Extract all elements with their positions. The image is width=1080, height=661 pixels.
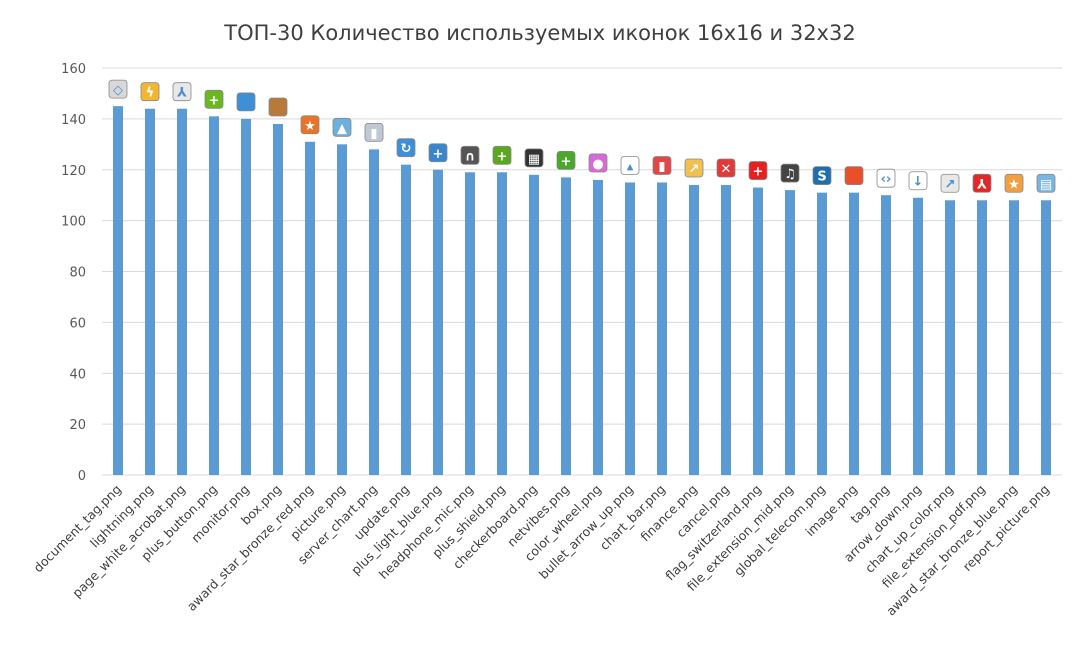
picture-icon: ▲ — [332, 117, 352, 137]
svg-text:▮: ▮ — [370, 126, 377, 141]
svg-text:▲: ▲ — [337, 121, 347, 136]
lightning-icon: ϟ — [140, 82, 160, 102]
checkerboard-icon: ▦ — [524, 148, 544, 168]
tag-code-icon: ‹› — [876, 168, 896, 188]
bar — [1009, 200, 1019, 475]
plus-shield-icon: + — [492, 145, 512, 165]
svg-text:▮: ▮ — [658, 159, 665, 174]
svg-text:+: + — [209, 93, 220, 108]
netvibes-icon: + — [556, 150, 576, 170]
y-tick-label: 40 — [69, 367, 86, 382]
report-picture-icon: ▤ — [1036, 173, 1056, 193]
arrow-down-icon: ↓ — [908, 171, 928, 191]
svg-text:▴: ▴ — [627, 159, 634, 174]
y-tick-label: 80 — [69, 266, 86, 281]
award-star-red-icon: ★ — [300, 115, 320, 135]
bar — [881, 195, 891, 475]
image-icon — [844, 166, 864, 186]
pdf-page-icon: ⅄ — [172, 82, 192, 102]
bar — [785, 190, 795, 475]
svg-text:★: ★ — [304, 119, 316, 134]
headphone-mic-icon: ∩ — [460, 145, 480, 165]
finance-icon: ↗ — [684, 158, 704, 178]
award-star-blue-icon: ★ — [1004, 173, 1024, 193]
bar — [273, 123, 283, 476]
svg-text:S: S — [817, 170, 826, 185]
chart-bar-icon: ▮ — [652, 156, 672, 175]
bar — [465, 172, 475, 475]
y-tick-label: 140 — [61, 113, 86, 128]
svg-text:∩: ∩ — [465, 149, 476, 164]
cancel-icon: ✕ — [716, 158, 736, 178]
bar — [657, 182, 667, 475]
y-tick-label: 100 — [61, 215, 86, 230]
bar — [113, 106, 123, 475]
bar — [625, 182, 635, 475]
svg-text:◇: ◇ — [113, 83, 123, 98]
svg-text:▦: ▦ — [528, 152, 540, 167]
svg-text:‹›: ‹› — [881, 172, 892, 187]
bar — [689, 185, 699, 475]
bar — [561, 177, 571, 475]
bar — [337, 144, 347, 475]
svg-text:✕: ✕ — [721, 162, 732, 177]
svg-text:ϟ: ϟ — [146, 86, 155, 101]
update-icon: ↻ — [396, 138, 416, 158]
bar — [913, 197, 923, 475]
svg-text:⅄: ⅄ — [177, 86, 187, 101]
svg-text:↓: ↓ — [913, 175, 924, 190]
bar — [849, 192, 859, 476]
svg-text:+: + — [497, 149, 508, 164]
pdf-file-icon: ⅄ — [972, 173, 992, 193]
y-tick-label: 20 — [69, 418, 86, 433]
y-tick-label: 120 — [61, 164, 86, 179]
bar — [209, 116, 219, 476]
bar — [721, 185, 731, 475]
global-telecom-icon: S — [812, 166, 832, 186]
svg-text:▤: ▤ — [1040, 177, 1052, 192]
y-tick-label: 60 — [69, 316, 86, 331]
plus-button-icon: + — [204, 89, 224, 109]
flag-switzerland-icon: + — [748, 161, 768, 180]
bar — [401, 164, 411, 475]
y-tick-label: 160 — [61, 62, 86, 77]
bar — [145, 108, 155, 475]
bar — [305, 141, 315, 476]
plus-light-blue-icon: + — [428, 143, 448, 163]
bar — [1041, 200, 1051, 475]
svg-text:↗: ↗ — [945, 177, 956, 192]
bar — [977, 200, 987, 475]
bar — [433, 169, 443, 475]
bar — [177, 108, 187, 475]
server-chart-icon: ▮ — [364, 123, 384, 142]
bar — [369, 149, 379, 475]
bar — [945, 200, 955, 475]
box-icon — [268, 97, 288, 117]
chart-title: ТОП-30 Количество используемых иконок 16… — [223, 21, 855, 45]
svg-text:+: + — [433, 147, 444, 162]
bar — [497, 172, 507, 475]
music-file-icon: ♫ — [780, 163, 800, 183]
svg-text:+: + — [753, 165, 764, 180]
bar — [753, 187, 763, 475]
bar — [817, 192, 827, 476]
svg-text:♫: ♫ — [784, 167, 796, 182]
chart-up-color-icon: ↗ — [940, 173, 960, 193]
color-wheel-icon: ● — [588, 153, 608, 173]
svg-text:●: ● — [592, 157, 603, 172]
bar — [593, 179, 603, 476]
svg-text:⅄: ⅄ — [977, 177, 987, 192]
svg-text:↻: ↻ — [401, 142, 412, 157]
svg-text:★: ★ — [1008, 177, 1020, 192]
monitor-icon — [236, 92, 256, 112]
y-tick-label: 0 — [78, 469, 86, 484]
bar — [241, 118, 251, 475]
svg-text:+: + — [561, 154, 572, 169]
svg-text:↗: ↗ — [689, 162, 700, 177]
bar — [529, 174, 539, 475]
bullet-arrow-up-icon: ▴ — [620, 156, 640, 175]
tag-icon: ◇ — [108, 79, 128, 99]
